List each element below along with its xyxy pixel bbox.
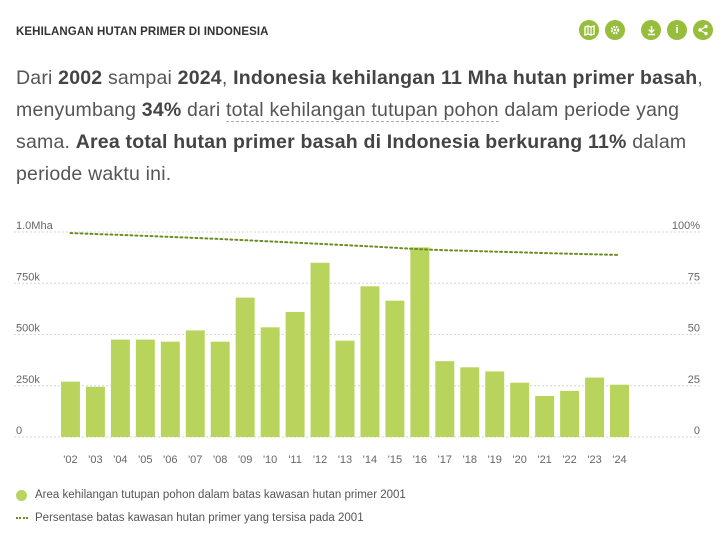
- bar-15: [385, 300, 405, 437]
- sentence-part: dalam periode yang sama.: [16, 99, 680, 153]
- x-tick-label: '05: [138, 454, 152, 466]
- tree-cover-loss-link[interactable]: total kehilangan tutupan pohon: [225, 99, 499, 122]
- sentence-part: sampai: [102, 67, 178, 89]
- y-left-tick-label: 750k: [16, 271, 40, 283]
- widget-title: KEHILANGAN HUTAN PRIMER DI INDONESIA: [16, 26, 269, 38]
- bar-11: [285, 311, 305, 437]
- summary-sentence: Dari 2002 sampai 2024, Indonesia kehilan…: [16, 62, 716, 190]
- sentence-part: ,: [221, 67, 234, 89]
- y-right-tick-label: 100%: [672, 220, 700, 232]
- bar-18: [460, 367, 480, 437]
- bar-02: [60, 381, 80, 437]
- x-tick-label: '14: [363, 454, 377, 466]
- y-right-tick-label: 50: [688, 323, 700, 335]
- year-end: 2024: [177, 67, 222, 89]
- x-tick-label: '06: [163, 454, 177, 466]
- x-tick-label: '04: [113, 454, 127, 466]
- bar-17: [435, 361, 455, 437]
- y-right-tick-label: 0: [694, 425, 700, 437]
- legend-swatch-line: [16, 517, 28, 519]
- bar-06: [160, 341, 180, 437]
- sentence-part: dalam periode waktu ini.: [16, 131, 687, 185]
- x-tick-label: '16: [413, 454, 427, 466]
- settings-icon[interactable]: [605, 20, 625, 40]
- sentence-part: , menyumbang: [16, 67, 704, 121]
- x-tick-label: '10: [263, 454, 277, 466]
- share-percent: 34%: [141, 99, 182, 121]
- bar-09: [235, 297, 255, 437]
- sentence-part: Dari: [16, 67, 59, 89]
- x-tick-label: '17: [438, 454, 452, 466]
- remaining-forest-line: [69, 232, 621, 256]
- x-tick-label: '21: [537, 454, 551, 466]
- y-right-tick-label: 25: [688, 374, 700, 386]
- bar-24: [610, 384, 630, 437]
- widget-actions: i: [579, 20, 713, 40]
- y-left-tick-label: 250k: [16, 374, 40, 386]
- chart-legend: Area kehilangan tutupan pohon dalam bata…: [16, 488, 406, 534]
- area-decrease-highlight: Area total hutan primer basah di Indones…: [75, 131, 627, 153]
- bar-07: [185, 330, 205, 437]
- x-tick-label: '20: [513, 454, 527, 466]
- bar-19: [485, 371, 505, 437]
- bar-22: [560, 390, 580, 437]
- x-tick-label: '03: [88, 454, 102, 466]
- x-tick-label: '13: [338, 454, 352, 466]
- x-tick-label: '08: [213, 454, 227, 466]
- info-icon-glyph: i: [675, 24, 679, 36]
- x-tick-label: '18: [463, 454, 477, 466]
- x-tick-label: '12: [313, 454, 327, 466]
- x-tick-label: '15: [388, 454, 402, 466]
- bar-05: [135, 339, 155, 437]
- legend-item-bars: Area kehilangan tutupan pohon dalam bata…: [16, 488, 406, 502]
- x-tick-label: '11: [288, 454, 302, 466]
- bar-14: [360, 286, 380, 437]
- y-left-tick-label: 500k: [16, 323, 40, 335]
- x-tick-label: '23: [587, 454, 601, 466]
- bar-08: [210, 341, 230, 437]
- bar-21: [535, 396, 555, 437]
- legend-label: Area kehilangan tutupan pohon dalam bata…: [35, 489, 406, 501]
- x-tick-label: '09: [238, 454, 252, 466]
- bar-23: [585, 377, 605, 437]
- bar-04: [110, 339, 130, 437]
- x-tick-label: '07: [188, 454, 202, 466]
- bar-12: [310, 262, 330, 437]
- widget-header: KEHILANGAN HUTAN PRIMER DI INDONESIA i: [16, 20, 713, 42]
- x-tick-label: '24: [612, 454, 626, 466]
- info-icon[interactable]: i: [667, 20, 687, 40]
- loss-highlight: Indonesia kehilangan 11 Mha hutan primer…: [233, 67, 698, 89]
- map-icon[interactable]: [579, 20, 599, 40]
- legend-swatch-bar: [16, 489, 27, 501]
- bar-13: [335, 340, 355, 437]
- legend-label: Persentase batas kawasan hutan primer ya…: [35, 512, 364, 524]
- bar-16: [410, 247, 430, 437]
- bar-03: [85, 386, 105, 437]
- y-left-tick-label: 0: [16, 425, 22, 437]
- x-tick-label: '02: [63, 454, 77, 466]
- bar-20: [510, 382, 530, 437]
- bar-10: [260, 327, 280, 437]
- y-right-tick-label: 75: [688, 271, 700, 283]
- download-icon[interactable]: [641, 20, 661, 40]
- share-icon[interactable]: [693, 20, 713, 40]
- x-tick-label: '22: [562, 454, 576, 466]
- year-start: 2002: [58, 67, 103, 89]
- y-left-tick-label: 1.0Mha: [16, 220, 54, 232]
- sentence-part: dari: [181, 99, 226, 121]
- forest-loss-chart: 0 250k 500k 750k 1.0Mha 0 25 50 75 100% '02 '03 '04 '…: [14, 220, 700, 466]
- x-tick-label: '19: [488, 454, 502, 466]
- legend-item-line: Persentase batas kawasan hutan primer ya…: [16, 511, 406, 525]
